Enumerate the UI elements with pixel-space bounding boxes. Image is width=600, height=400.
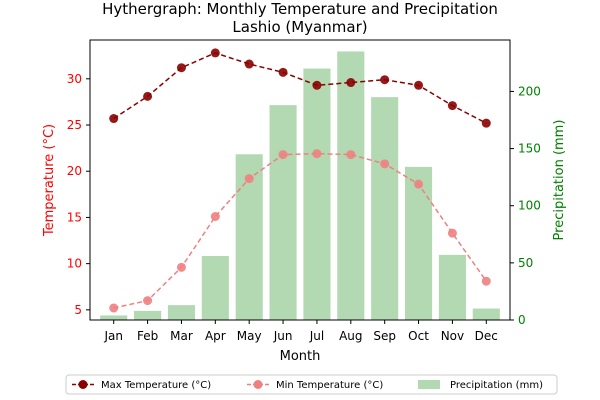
- legend-precip-label: Precipitation (mm): [450, 380, 543, 391]
- precipitation-bar-mar: [167, 305, 195, 320]
- max-temperature-point-mar: [176, 63, 186, 73]
- left-tick-label: 25: [67, 118, 82, 132]
- x-tick-label-jan: Jan: [103, 329, 123, 343]
- x-tick-label-nov: Nov: [441, 329, 464, 343]
- legend-precip-swatch: [418, 380, 440, 389]
- min-temperature-point-apr: [210, 212, 220, 222]
- x-tick-label-oct: Oct: [408, 329, 429, 343]
- temperature-lines: [109, 48, 491, 313]
- max-temperature-point-sep: [380, 75, 390, 85]
- legend-min-label: Min Temperature (°C): [276, 380, 383, 391]
- max-temperature-point-jan: [109, 114, 119, 124]
- x-tick-label-aug: Aug: [339, 329, 362, 343]
- precipitation-bar-feb: [134, 310, 162, 320]
- min-temperature-point-nov: [447, 228, 457, 238]
- min-temperature-point-jun: [278, 150, 288, 160]
- max-temperature-point-feb: [143, 91, 153, 101]
- legend-frame: [65, 374, 558, 395]
- min-temperature-point-sep: [380, 159, 390, 169]
- min-temperature-point-may: [244, 174, 254, 184]
- left-tick-label: 30: [67, 72, 82, 86]
- max-temperature-point-oct: [414, 80, 424, 90]
- precipitation-bar-apr: [201, 256, 229, 320]
- chart-title-line1: Hythergraph: Monthly Temperature and Pre…: [102, 0, 498, 18]
- left-tick-label: 10: [67, 257, 82, 271]
- right-tick-label: 150: [518, 142, 541, 156]
- max-temperature-point-may: [244, 59, 254, 69]
- max-temperature-point-jun: [278, 67, 288, 77]
- max-temperature-point-aug: [346, 78, 356, 88]
- max-temperature-point-apr: [210, 48, 220, 58]
- precipitation-bar-oct: [405, 166, 433, 320]
- x-tick-label-mar: Mar: [170, 329, 193, 343]
- left-tick-label: 20: [67, 164, 82, 178]
- precipitation-bar-jan: [100, 315, 128, 320]
- max-temperature-point-jul: [312, 80, 322, 90]
- precipitation-bars: [100, 51, 500, 321]
- max-temperature-point-dec: [481, 118, 491, 128]
- left-tick-label: 15: [67, 210, 82, 224]
- right-precipitation-axis: 0 50 100 150 200: [510, 84, 541, 327]
- plot-frame: [89, 39, 511, 321]
- x-tick-label-sep: Sep: [373, 329, 396, 343]
- precipitation-bar-sep: [371, 97, 399, 321]
- min-temperature-point-aug: [346, 150, 356, 160]
- x-axis-label: Month: [280, 349, 321, 364]
- min-temperature-point-jan: [109, 303, 119, 313]
- x-tick-label-feb: Feb: [137, 329, 158, 343]
- min-temperature-point-dec: [481, 276, 491, 286]
- chart-title-line2: Lashio (Myanmar): [232, 18, 367, 36]
- right-tick-label: 50: [518, 256, 533, 270]
- precipitation-bar-jul: [303, 68, 331, 320]
- min-temperature-point-mar: [176, 262, 186, 272]
- month-axis: Jan Feb Mar Apr May Jun Jul Aug Sep Oct Nov Dec: [103, 320, 498, 343]
- x-tick-label-jul: Jul: [309, 329, 324, 343]
- legend-min-marker: [253, 380, 263, 389]
- x-tick-label-jun: Jun: [273, 329, 293, 343]
- precipitation-bar-nov: [438, 254, 466, 320]
- max-temperature-point-nov: [447, 101, 457, 111]
- x-tick-label-dec: Dec: [475, 329, 498, 343]
- right-tick-label: 200: [518, 84, 541, 98]
- left-axis-label: Temperature (°C): [42, 124, 57, 237]
- x-tick-label-may: May: [237, 329, 262, 343]
- legend-max-label: Max Temperature (°C): [101, 380, 211, 391]
- x-tick-label-apr: Apr: [205, 329, 226, 343]
- precipitation-bar-aug: [337, 51, 365, 321]
- right-tick-label: 0: [518, 313, 526, 327]
- min-temperature-point-feb: [143, 296, 153, 306]
- max-temperature-line: [113, 52, 487, 124]
- left-tick-label: 5: [74, 303, 82, 317]
- min-temperature-point-oct: [414, 179, 424, 189]
- min-temperature-line: [113, 152, 487, 309]
- min-temperature-point-jul: [312, 149, 322, 159]
- precipitation-bar-jun: [269, 105, 297, 321]
- left-temperature-axis: 5 10 15 20 25 30: [67, 72, 90, 317]
- right-tick-label: 100: [518, 199, 541, 213]
- precipitation-bar-dec: [472, 308, 500, 320]
- legend-max-marker: [78, 380, 88, 389]
- right-axis-label: Precipitation (mm): [552, 120, 567, 241]
- chart-legend: Max Temperature (°C) Min Temperature (°C…: [65, 374, 558, 395]
